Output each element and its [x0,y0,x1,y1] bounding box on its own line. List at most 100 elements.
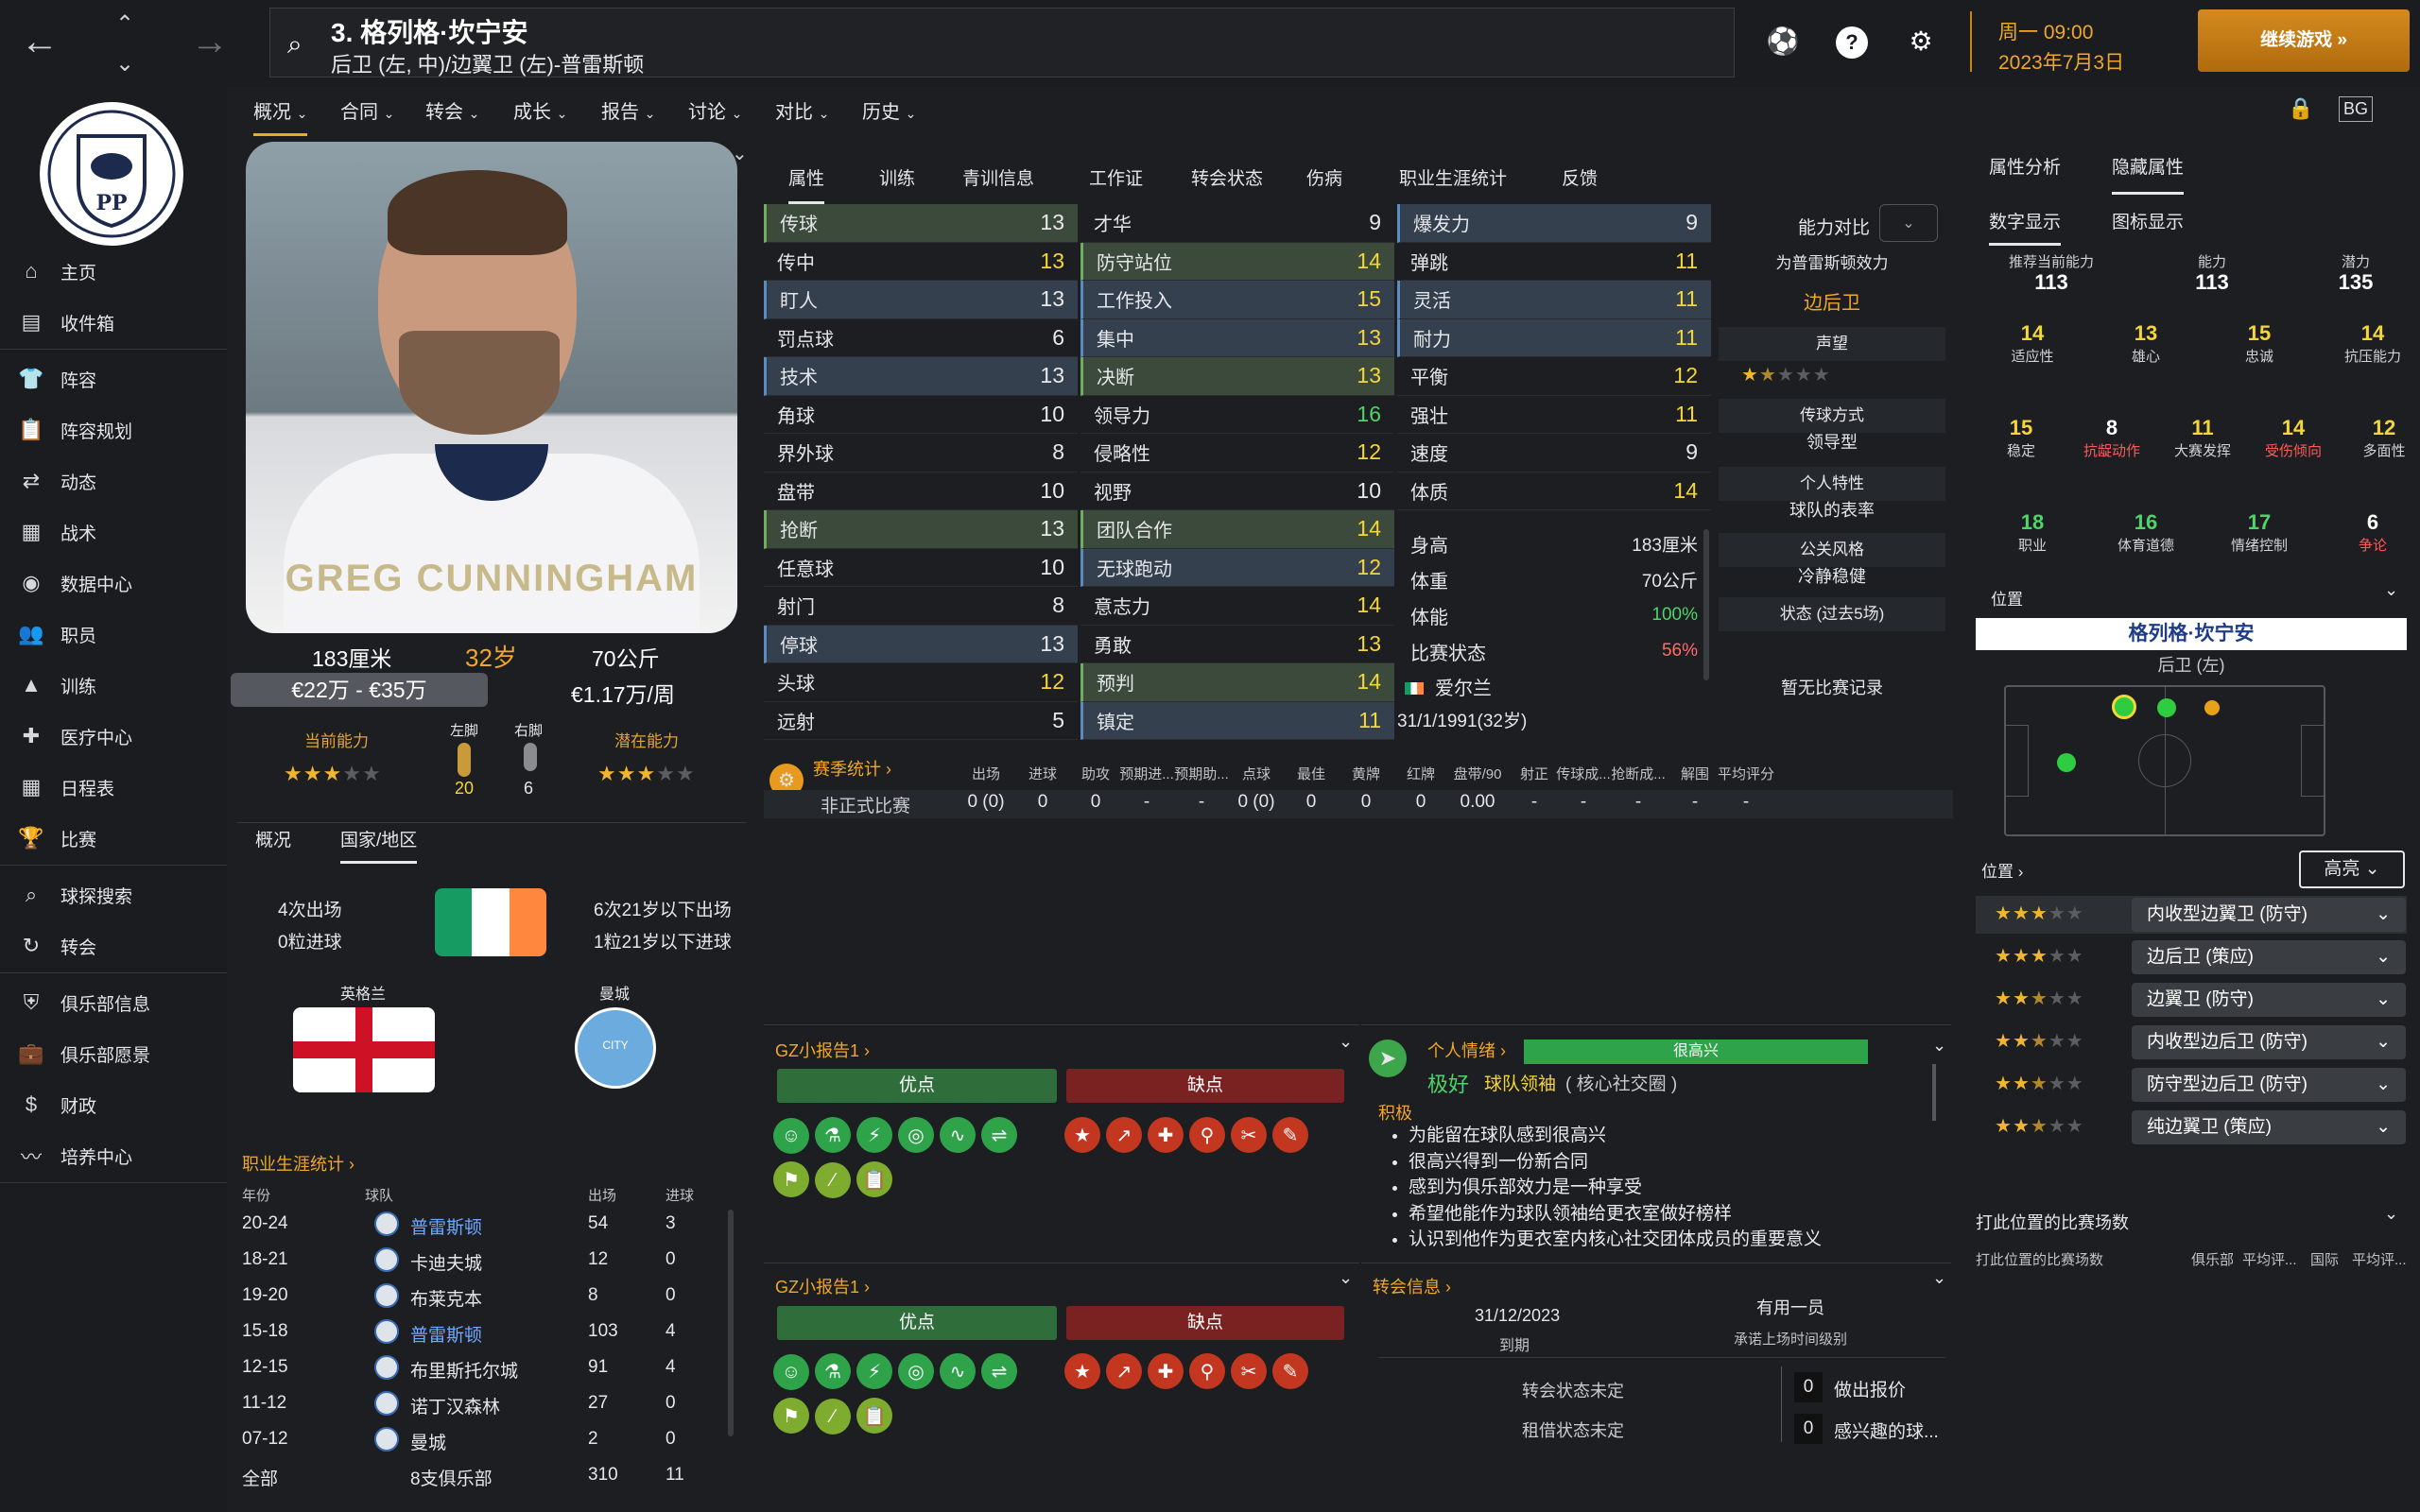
sidebar-item-training[interactable]: ▲ 训练 [0,666,227,704]
carrot-icon[interactable]: ✎ [1272,1117,1308,1153]
attr-tab-2[interactable]: 青训信息 [962,169,1035,189]
career-cell[interactable]: 曼城 [410,1434,447,1453]
attribute-row[interactable]: 决断 13 [1080,357,1394,396]
sidebar-item-dynamics[interactable]: ⇄ 动态 [0,462,227,500]
attribute-row[interactable]: 传球 13 [764,204,1078,243]
handshake-icon[interactable]: ⇌ [981,1353,1017,1389]
attribute-row[interactable]: 弹跳 11 [1397,243,1711,281]
club-crest-icon[interactable]: PP [36,98,187,249]
career-cell[interactable]: 诺丁汉森林 [410,1398,501,1418]
pulse-icon[interactable]: ∿ [940,1117,976,1153]
attr-tab-4[interactable]: 转会状态 [1191,169,1264,189]
handshake-icon[interactable]: ⇌ [981,1117,1017,1153]
role-dropdown[interactable]: 边翼卫 (防守) ⌄ [2132,983,2406,1017]
attribute-row[interactable]: 无球跑动 12 [1080,548,1394,587]
attribute-row[interactable]: 镇定 11 [1080,701,1394,740]
bolt-icon[interactable]: ⚡ [856,1353,892,1389]
role-row[interactable]: ★★★★★ 内收型边后卫 (防守) ⌄ [1976,1023,2407,1061]
flask-icon[interactable]: ⚗ [815,1353,851,1389]
career-cell[interactable]: 卡迪夫城 [410,1254,483,1274]
subtab-2[interactable]: 转会 ⌄ [425,96,479,124]
attr-scrollbar[interactable] [1703,529,1709,680]
sidebar-item-inbox[interactable]: ▤ 收件箱 [0,303,227,341]
attribute-row[interactable]: 视野 10 [1080,472,1394,510]
attribute-row[interactable]: 灵活 11 [1397,281,1711,319]
season-header[interactable]: 平均评分 [1717,766,1774,782]
interest-label[interactable]: 感兴趣的球... [1834,1422,1939,1442]
role-row[interactable]: ★★★★★ 防守型边后卫 (防守) ⌄ [1976,1066,2407,1104]
highlight-dropdown[interactable]: 高亮 ⌄ [2299,850,2405,888]
role-dropdown[interactable]: 边后卫 (策应) ⌄ [2132,940,2406,974]
transfer-title[interactable]: 转会信息 › [1373,1278,1451,1297]
trend-icon[interactable]: ↗ [1106,1353,1142,1389]
attribute-row[interactable]: 预判 14 [1080,663,1394,702]
attribute-row[interactable]: 头球 12 [764,663,1078,702]
attribute-row[interactable]: 远射 5 [764,702,1078,740]
help-icon[interactable]: ? [1836,26,1868,59]
subtab-1[interactable]: 合同 ⌄ [340,96,394,124]
mood-title[interactable]: 个人情绪 › [1427,1041,1506,1060]
season-header[interactable]: 射正 [1519,766,1548,782]
chevron-down-icon[interactable]: ⌄ [2384,580,2399,599]
role-row[interactable]: ★★★★★ 内收型边翼卫 (防守) ⌄ [1976,896,2407,934]
gear-icon[interactable]: ⚙ [1909,26,1933,56]
report2-title[interactable]: GZ小报告1 › [775,1278,871,1297]
sidebar-item-transfer[interactable]: ↻ 转会 [0,927,227,965]
tab-nation[interactable]: 国家/地区 [340,826,418,864]
role-dropdown[interactable]: 内收型边翼卫 (防守) ⌄ [2132,898,2406,932]
attribute-row[interactable]: 工作投入 15 [1080,281,1394,319]
background-toggle-icon[interactable]: BG [2339,96,2374,122]
attribute-row[interactable]: 防守站位 14 [1080,242,1394,281]
season-header[interactable]: 黄牌 [1351,766,1380,782]
man-city-crest-icon[interactable]: CITY [575,1007,656,1089]
syringe-icon[interactable]: ∕ [815,1399,851,1435]
season-header[interactable]: 最佳 [1296,766,1325,782]
chevron-down-icon[interactable]: ⌄ [114,51,135,77]
chevron-down-icon[interactable]: ⌄ [1932,1268,1947,1287]
chevron-down-icon[interactable]: ⌄ [732,144,748,164]
tab-numeric-view[interactable]: 数字显示 [1989,208,2062,246]
season-header[interactable]: 点球 [1241,766,1270,782]
attribute-row[interactable]: 强壮 11 [1397,396,1711,434]
attribute-row[interactable]: 任意球 10 [764,549,1078,587]
attribute-row[interactable]: 罚点球 6 [764,319,1078,357]
attribute-row[interactable]: 耐力 11 [1397,318,1711,357]
attribute-row[interactable]: 才华 9 [1080,204,1394,243]
tab-attribute-analysis[interactable]: 属性分析 [1989,158,2062,178]
report1-title[interactable]: GZ小报告1 › [775,1041,871,1060]
career-cell[interactable]: 普雷斯顿 [410,1218,483,1238]
attribute-row[interactable]: 界外球 8 [764,434,1078,472]
sidebar-item-development[interactable]: 〰培养中心 [0,1137,227,1175]
arrow-right-icon[interactable]: → [191,21,229,62]
tab-icon-view[interactable]: 图标显示 [2112,213,2185,232]
season-header[interactable]: 传球成... [1556,766,1611,782]
syringe-icon[interactable]: ∕ [815,1162,851,1198]
arrow-left-icon[interactable]: ← [21,21,59,62]
pulse-icon[interactable]: ∿ [940,1353,976,1389]
attr-tab-7[interactable]: 反馈 [1562,169,1599,189]
chevron-down-icon[interactable]: ⌄ [1339,1032,1354,1051]
sidebar-item-clipboard[interactable]: 📋 阵容规划 [0,411,227,449]
lock-icon[interactable]: 🔒 [2288,96,2314,120]
subtab-7[interactable]: 历史 ⌄ [862,96,916,124]
career-cell[interactable]: 布里斯托尔城 [410,1362,519,1382]
attribute-row[interactable]: 爆发力 9 [1397,204,1711,243]
career-cell[interactable]: 普雷斯顿 [410,1326,483,1346]
search-icon[interactable]: ⌕ [287,29,302,59]
season-title[interactable]: 赛季统计 › [813,760,891,779]
cross-icon[interactable]: ✚ [1148,1117,1184,1153]
subtab-4[interactable]: 报告 ⌄ [601,96,655,124]
season-header[interactable]: 抢断成... [1611,766,1666,782]
sidebar-item-money[interactable]: $ 财政 [0,1086,227,1124]
role-dropdown[interactable]: 内收型边后卫 (防守) ⌄ [2132,1025,2406,1059]
season-header[interactable]: 红牌 [1406,766,1435,782]
cross-icon[interactable]: ✚ [1148,1353,1184,1389]
attr-tab-5[interactable]: 伤病 [1306,169,1343,189]
bolt-icon[interactable]: ⚡ [856,1117,892,1153]
season-header[interactable]: 盘带/90 [1453,766,1502,782]
star-icon[interactable]: ★ [1064,1117,1100,1153]
sidebar-item-medical[interactable]: ✚ 医疗中心 [0,717,227,755]
mood-scrollbar[interactable] [1932,1064,1936,1121]
position-dot[interactable] [2204,700,2220,715]
career-cell[interactable]: 布莱克本 [410,1290,483,1310]
